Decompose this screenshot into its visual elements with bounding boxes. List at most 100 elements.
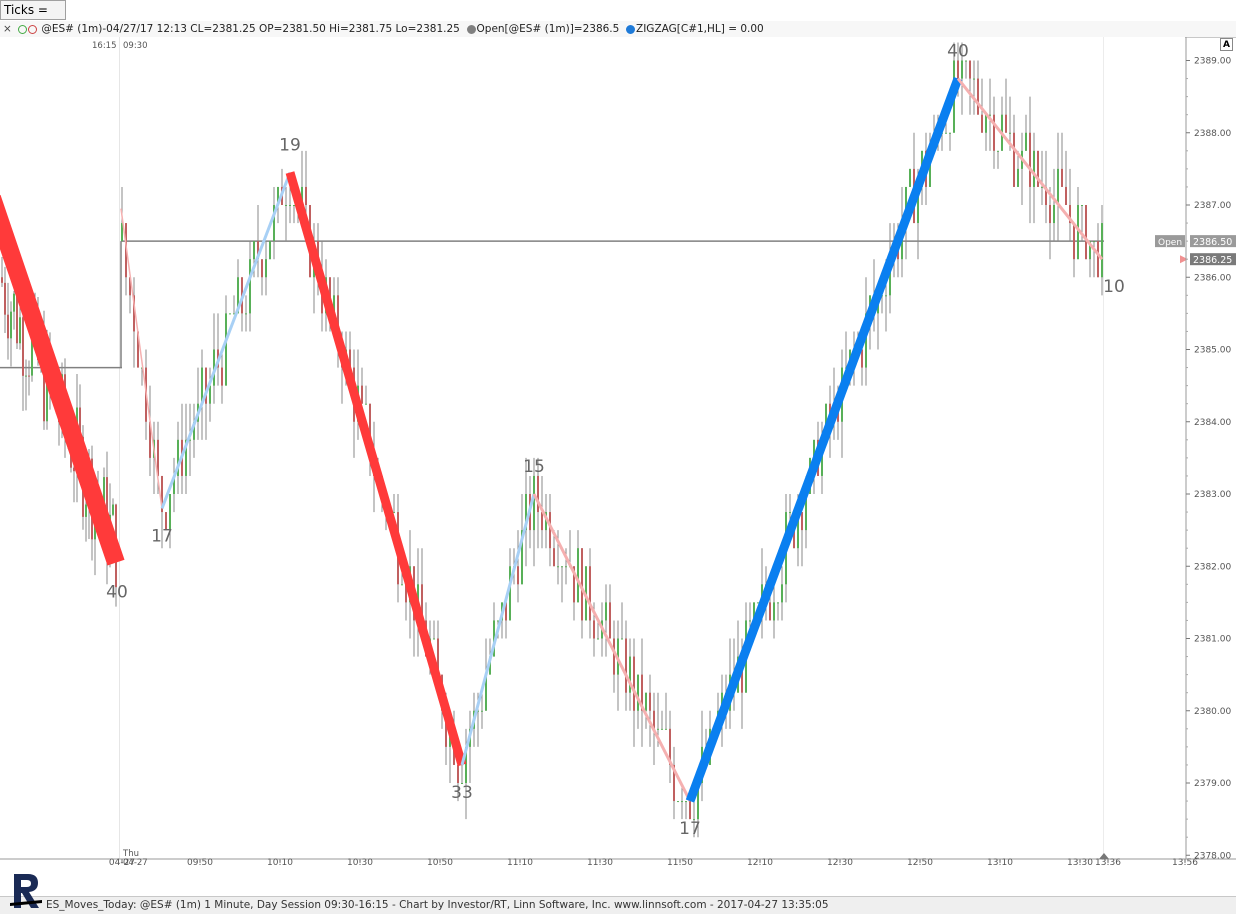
candle-body bbox=[1029, 132, 1031, 187]
candle-body bbox=[1013, 132, 1015, 187]
candle-body bbox=[405, 584, 407, 603]
candle-body bbox=[865, 313, 867, 368]
candle-body bbox=[561, 566, 563, 568]
candle-body bbox=[121, 223, 123, 242]
autoscale-button[interactable]: A bbox=[1220, 38, 1233, 51]
y-tick-label: 2387.00 bbox=[1194, 201, 1231, 211]
candle-body bbox=[677, 801, 679, 803]
pivot-label: 15 bbox=[523, 457, 545, 477]
x-tick-label: 12:10 bbox=[747, 858, 773, 868]
candle-body bbox=[641, 674, 643, 711]
candle-body bbox=[781, 584, 783, 603]
candle-body bbox=[177, 439, 179, 476]
candle-body bbox=[1017, 168, 1019, 187]
open-tag-label: Open bbox=[1158, 238, 1182, 248]
y-tick-label: 2383.00 bbox=[1194, 490, 1231, 500]
x-tick-label: 10:50 bbox=[427, 858, 453, 868]
candle-body bbox=[645, 692, 647, 711]
candle-body bbox=[693, 819, 695, 821]
candle-body bbox=[669, 728, 671, 765]
candle-body bbox=[753, 602, 755, 621]
candle-body bbox=[1049, 205, 1051, 224]
zigzag-leg-down bbox=[0, 194, 125, 566]
x-tick-label: 12:30 bbox=[827, 858, 853, 868]
candle-body bbox=[761, 584, 763, 603]
candle-body bbox=[333, 295, 335, 314]
candle-body bbox=[229, 313, 231, 315]
open-value-label: 2386.50 bbox=[1193, 237, 1232, 248]
candle-body bbox=[697, 783, 699, 820]
y-tick-label: 2386.00 bbox=[1194, 273, 1231, 283]
y-tick-label: 2389.00 bbox=[1194, 57, 1231, 67]
x-tick-label: 10:30 bbox=[347, 858, 373, 868]
zigzag-series-icon bbox=[626, 24, 636, 34]
candle-body bbox=[257, 241, 259, 260]
candle-body bbox=[685, 801, 687, 803]
candle-body bbox=[1061, 168, 1063, 187]
session-start-time: 09:30 bbox=[123, 41, 148, 51]
candle-body bbox=[861, 349, 863, 368]
x-tick-label: 10:10 bbox=[267, 858, 293, 868]
y-tick-label: 2384.00 bbox=[1194, 418, 1231, 428]
candle-body bbox=[1005, 114, 1007, 133]
open-tag bbox=[1155, 235, 1185, 248]
candle-body bbox=[31, 333, 33, 376]
candle-body bbox=[1081, 205, 1083, 206]
candle-body bbox=[1, 277, 3, 283]
candle-body bbox=[4, 282, 6, 315]
candle-body bbox=[657, 728, 659, 730]
zigzag-leg-up bbox=[685, 76, 963, 803]
candle-body bbox=[1045, 186, 1047, 205]
session-date: 04-27 bbox=[123, 858, 148, 868]
candle-body bbox=[557, 566, 559, 568]
candle-body bbox=[757, 602, 759, 604]
candle-body bbox=[265, 259, 267, 278]
candle-body bbox=[289, 205, 291, 206]
candle-body bbox=[673, 764, 675, 802]
ticks-label[interactable]: Ticks = 12 bbox=[0, 0, 66, 35]
candle-body bbox=[597, 638, 599, 640]
legend-zigzag-text: ZIGZAG[C#1,HL] = 0.00 bbox=[636, 23, 764, 35]
last-price-arrow-icon bbox=[1180, 255, 1188, 264]
plot-area bbox=[0, 37, 1185, 859]
candle-body bbox=[1069, 205, 1071, 224]
x-tick-label: 13:30 bbox=[1067, 858, 1093, 868]
close-icon[interactable]: × bbox=[3, 23, 12, 35]
legend-open-text: Open[@ES# (1m)]=2386.5 bbox=[476, 23, 620, 35]
candle-body bbox=[112, 504, 114, 515]
x-tick-label: 13:10 bbox=[987, 858, 1013, 868]
candle-body bbox=[1093, 241, 1095, 243]
price-chart[interactable]: 40 17 19 33 15 17 40 10 Open 2386.50 2386.25 16:15… bbox=[0, 37, 1236, 896]
y-tick-label: 2378.00 bbox=[1194, 851, 1231, 861]
candle-body bbox=[445, 710, 447, 747]
candle-body bbox=[129, 277, 131, 296]
candle-body bbox=[589, 566, 591, 621]
candle-body bbox=[16, 293, 18, 344]
candle-body bbox=[10, 311, 12, 339]
candle-body bbox=[1053, 205, 1055, 224]
x-tick-label: 12:50 bbox=[907, 858, 933, 868]
last-bar-marker bbox=[1099, 853, 1109, 859]
candle-body bbox=[79, 407, 81, 437]
candle-body bbox=[277, 186, 279, 205]
candle-body bbox=[957, 60, 959, 79]
candle-body bbox=[549, 512, 551, 549]
candle-body bbox=[889, 259, 891, 296]
candle-body bbox=[1057, 168, 1059, 205]
candle-body bbox=[25, 375, 27, 377]
candle-body bbox=[493, 620, 495, 657]
candle-body bbox=[661, 728, 663, 730]
pivot-label: 33 bbox=[451, 783, 473, 803]
zigzag-leg-down bbox=[120, 208, 163, 509]
candle-body bbox=[917, 186, 919, 224]
investor-rt-logo bbox=[10, 874, 42, 908]
candle-body bbox=[637, 674, 639, 711]
candle-body bbox=[769, 602, 771, 621]
candle-body bbox=[28, 375, 30, 377]
candle-body bbox=[1089, 241, 1091, 260]
candle-body bbox=[905, 186, 907, 224]
candle-body bbox=[169, 494, 171, 531]
pivot-label: 17 bbox=[151, 526, 173, 546]
status-footer: ES_Moves_Today: @ES# (1m) 1 Minute, Day … bbox=[0, 896, 1236, 914]
candle-body bbox=[521, 530, 523, 585]
